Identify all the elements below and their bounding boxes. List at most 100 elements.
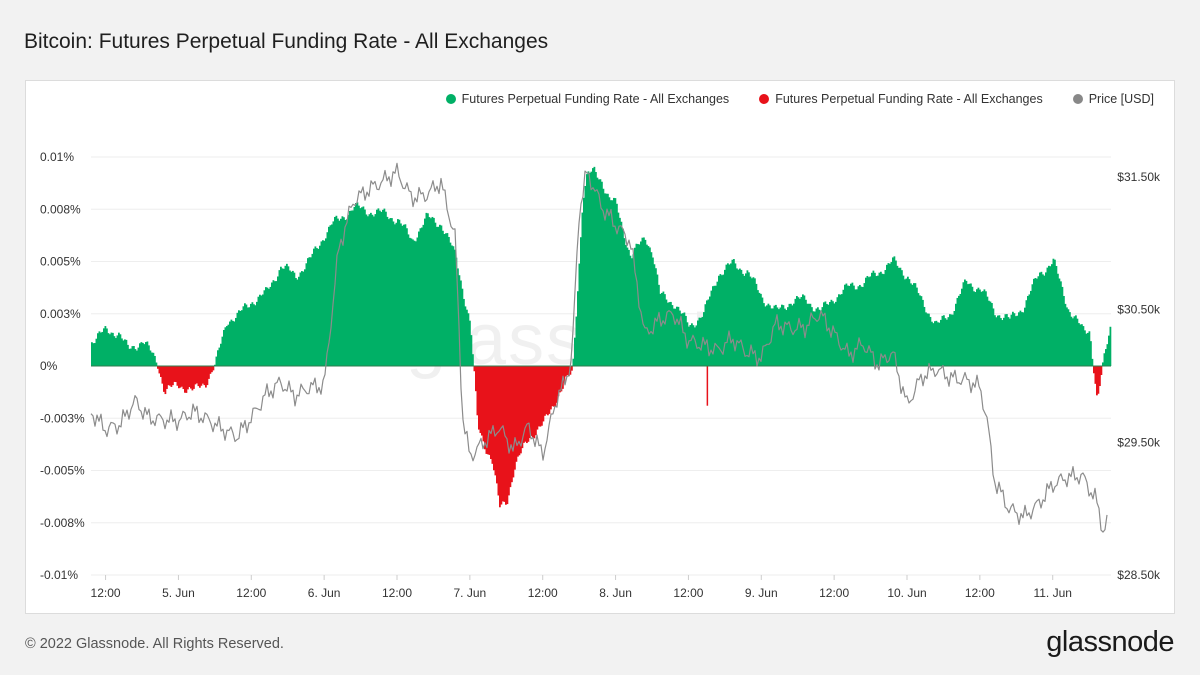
funding-bar-positive <box>1066 307 1068 366</box>
funding-bar-positive <box>623 238 626 366</box>
funding-bar-positive <box>758 292 761 366</box>
funding-bar-positive <box>335 215 338 366</box>
funding-bar-negative <box>185 366 188 393</box>
funding-bar-negative <box>563 366 566 383</box>
funding-bar-positive <box>766 305 768 366</box>
x-axis-tick-label: 7. Jun <box>454 586 487 600</box>
funding-bar-positive <box>892 257 894 366</box>
funding-bar-positive <box>130 348 132 366</box>
funding-bar-positive <box>620 221 623 366</box>
legend-label: Price [USD] <box>1088 92 1154 106</box>
funding-bar-positive <box>937 322 939 366</box>
funding-bar-positive <box>319 245 321 366</box>
funding-bar-positive <box>103 328 105 366</box>
funding-bar-positive <box>316 248 318 366</box>
funding-bar-negative <box>211 366 213 373</box>
funding-bar-positive <box>431 216 434 366</box>
x-axis-tick-label: 6. Jun <box>308 586 341 600</box>
funding-bar-positive <box>808 303 810 366</box>
funding-bar-positive <box>853 285 855 366</box>
funding-bar-positive <box>895 260 897 366</box>
funding-bar-positive <box>650 252 653 366</box>
legend-item-funding-negative[interactable]: Futures Perpetual Funding Rate - All Exc… <box>759 92 1043 106</box>
funding-bar-negative <box>541 366 543 426</box>
funding-bar-positive <box>415 241 417 366</box>
funding-bar-negative <box>566 366 569 376</box>
funding-bar-positive <box>632 254 635 366</box>
funding-bar-positive <box>232 320 234 366</box>
funding-bar-positive <box>394 224 396 366</box>
funding-bar-positive <box>272 280 275 366</box>
funding-bar-positive <box>674 308 677 366</box>
funding-bar-positive <box>214 364 216 366</box>
funding-bar-positive <box>691 323 693 366</box>
funding-bar-positive <box>329 225 332 366</box>
funding-bar-positive <box>421 227 423 366</box>
funding-bar-positive <box>94 343 96 366</box>
funding-bar-positive <box>283 268 285 366</box>
funding-bar-positive <box>1108 335 1110 366</box>
funding-bar-positive <box>662 291 665 366</box>
funding-bar-positive <box>793 303 795 366</box>
funding-bar-positive <box>295 277 297 366</box>
funding-bar-positive <box>914 283 917 366</box>
funding-bar-positive <box>851 282 854 366</box>
funding-bar-positive <box>299 272 302 366</box>
funding-bar-positive <box>574 337 576 366</box>
funding-bar-positive <box>356 202 359 366</box>
page-title: Bitcoin: Futures Perpetual Funding Rate … <box>24 30 549 53</box>
funding-bar-positive <box>1036 278 1038 366</box>
funding-bar-negative <box>200 366 203 386</box>
funding-bar-negative <box>178 366 180 389</box>
funding-bar-positive <box>595 172 597 366</box>
funding-bar-positive <box>268 288 270 366</box>
funding-bar-positive <box>466 309 468 366</box>
funding-bar-positive <box>926 313 929 366</box>
funding-bar-positive <box>430 218 432 366</box>
funding-bar-positive <box>1081 324 1083 366</box>
funding-bar-positive <box>859 284 861 366</box>
funding-bar-positive <box>716 281 719 366</box>
funding-bar-positive <box>589 172 591 366</box>
funding-bar-positive <box>274 281 276 366</box>
funding-bar-negative <box>545 366 548 415</box>
funding-bar-positive <box>575 316 578 366</box>
x-axis-tick-label: 11. Jun <box>1033 586 1071 600</box>
funding-bar-positive <box>578 263 581 366</box>
funding-bar-positive <box>1028 294 1031 366</box>
funding-bar-positive <box>700 317 702 366</box>
funding-bar-positive <box>416 237 419 366</box>
legend-item-price[interactable]: Price [USD] <box>1072 92 1154 106</box>
funding-bar-positive <box>863 283 866 366</box>
funding-bar-positive <box>1007 317 1010 366</box>
funding-bar-positive <box>809 303 812 366</box>
funding-bar-positive <box>238 310 240 366</box>
legend-item-funding-positive[interactable]: Futures Perpetual Funding Rate - All Exc… <box>445 92 729 106</box>
funding-bar-positive <box>947 317 950 366</box>
funding-bar-positive <box>835 301 837 366</box>
funding-bar-positive <box>355 203 357 366</box>
funding-bar-positive <box>389 218 392 366</box>
funding-bar-positive <box>1024 307 1026 366</box>
funding-bar-positive <box>842 289 845 366</box>
funding-bar-positive <box>436 226 438 366</box>
funding-bar-positive <box>155 362 158 366</box>
legend-dot-icon <box>1072 94 1083 104</box>
funding-bar-positive <box>1040 271 1043 366</box>
funding-bar-positive <box>653 264 656 366</box>
funding-bar-negative <box>550 366 552 410</box>
funding-bar-positive <box>721 275 723 366</box>
funding-bar-positive <box>1010 314 1013 366</box>
funding-bar-positive <box>400 223 402 366</box>
funding-bar-negative <box>1094 366 1097 384</box>
funding-bar-positive <box>592 168 594 366</box>
funding-bar-positive <box>724 269 726 366</box>
funding-bar-positive <box>971 286 974 366</box>
funding-bar-negative <box>485 366 488 454</box>
funding-bar-positive <box>347 214 350 366</box>
funding-bar-positive <box>148 345 150 366</box>
funding-bar-positive <box>260 295 263 366</box>
funding-bar-positive <box>307 258 309 366</box>
funding-bar-positive <box>856 289 858 366</box>
funding-bar-positive <box>1019 310 1022 366</box>
